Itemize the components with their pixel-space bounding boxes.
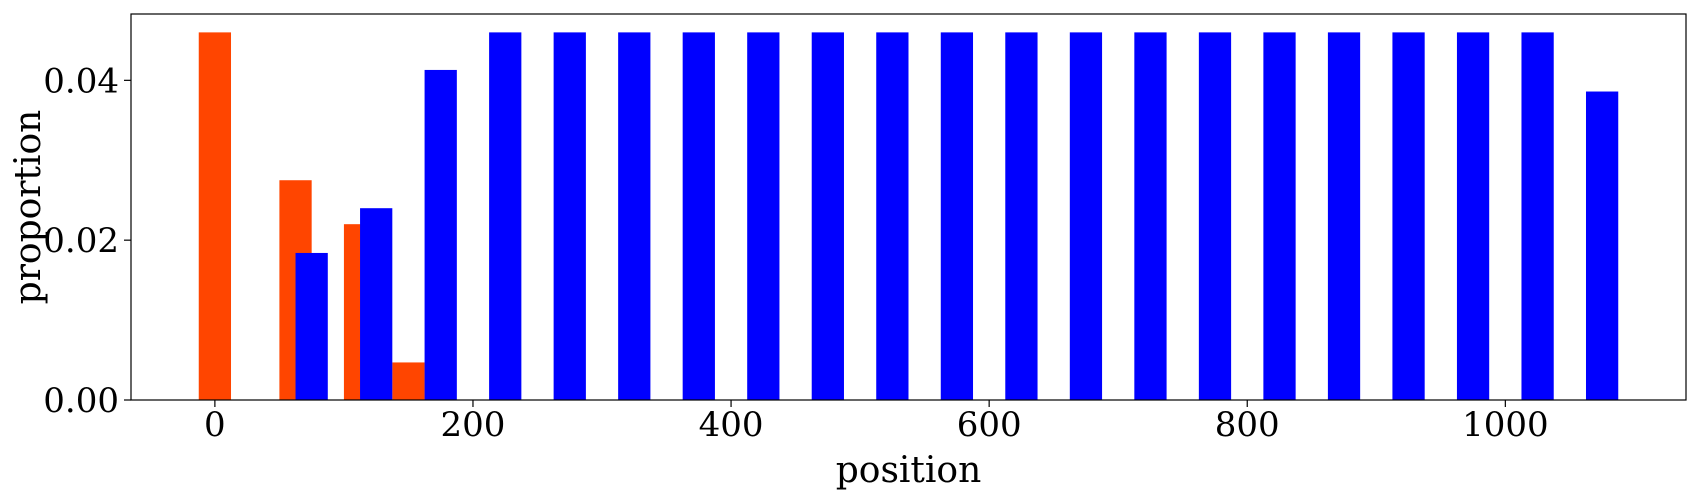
x-axis-label: position <box>836 450 982 491</box>
plot-frame <box>130 13 1687 401</box>
x-tick-label: 800 <box>1215 405 1280 445</box>
x-axis-ticks: 0 200 400 600 800 1000 <box>204 400 1549 445</box>
bar-series1-16 <box>1327 32 1361 400</box>
bar-series0-0 <box>198 32 232 400</box>
x-tick-label: 0 <box>204 405 226 445</box>
x-tick-label: 200 <box>441 405 506 445</box>
y-axis-label: proportion <box>8 110 49 305</box>
bar-series1-15 <box>1263 32 1296 400</box>
bar-series1-6 <box>682 32 715 400</box>
bar-series1-0 <box>295 252 328 400</box>
bar-series1-10 <box>940 32 974 400</box>
bar-series1-5 <box>618 32 651 400</box>
bar-series1-8 <box>811 32 844 400</box>
x-tick-label: 600 <box>957 405 1022 445</box>
bar-series1-4 <box>553 32 586 400</box>
y-tick-label: 0.00 <box>43 381 119 421</box>
bar-series1-2 <box>424 69 457 401</box>
bar-series1-17 <box>1392 32 1425 400</box>
bar-series1-19 <box>1521 32 1554 400</box>
y-tick-label: 0.02 <box>43 221 119 261</box>
bar-series1-18 <box>1456 32 1490 400</box>
x-tick-label: 400 <box>699 405 764 445</box>
y-axis-ticks: 0.00 0.02 0.04 <box>43 61 131 421</box>
x-tick-label: 1000 <box>1462 405 1549 445</box>
bar-series1-7 <box>747 32 780 400</box>
y-tick-label: 0.04 <box>43 61 119 101</box>
bar-series1-1 <box>360 208 393 400</box>
bar-series0-3 <box>392 362 425 400</box>
bar-series1-9 <box>876 32 909 400</box>
bar-series1-3 <box>489 32 522 400</box>
bars-group <box>198 32 1619 401</box>
bar-series1-14 <box>1198 32 1232 400</box>
bar-series1-11 <box>1005 32 1038 400</box>
bar-series1-13 <box>1134 32 1167 400</box>
bar-series1-20 <box>1585 91 1619 401</box>
bar-series1-12 <box>1069 32 1103 400</box>
